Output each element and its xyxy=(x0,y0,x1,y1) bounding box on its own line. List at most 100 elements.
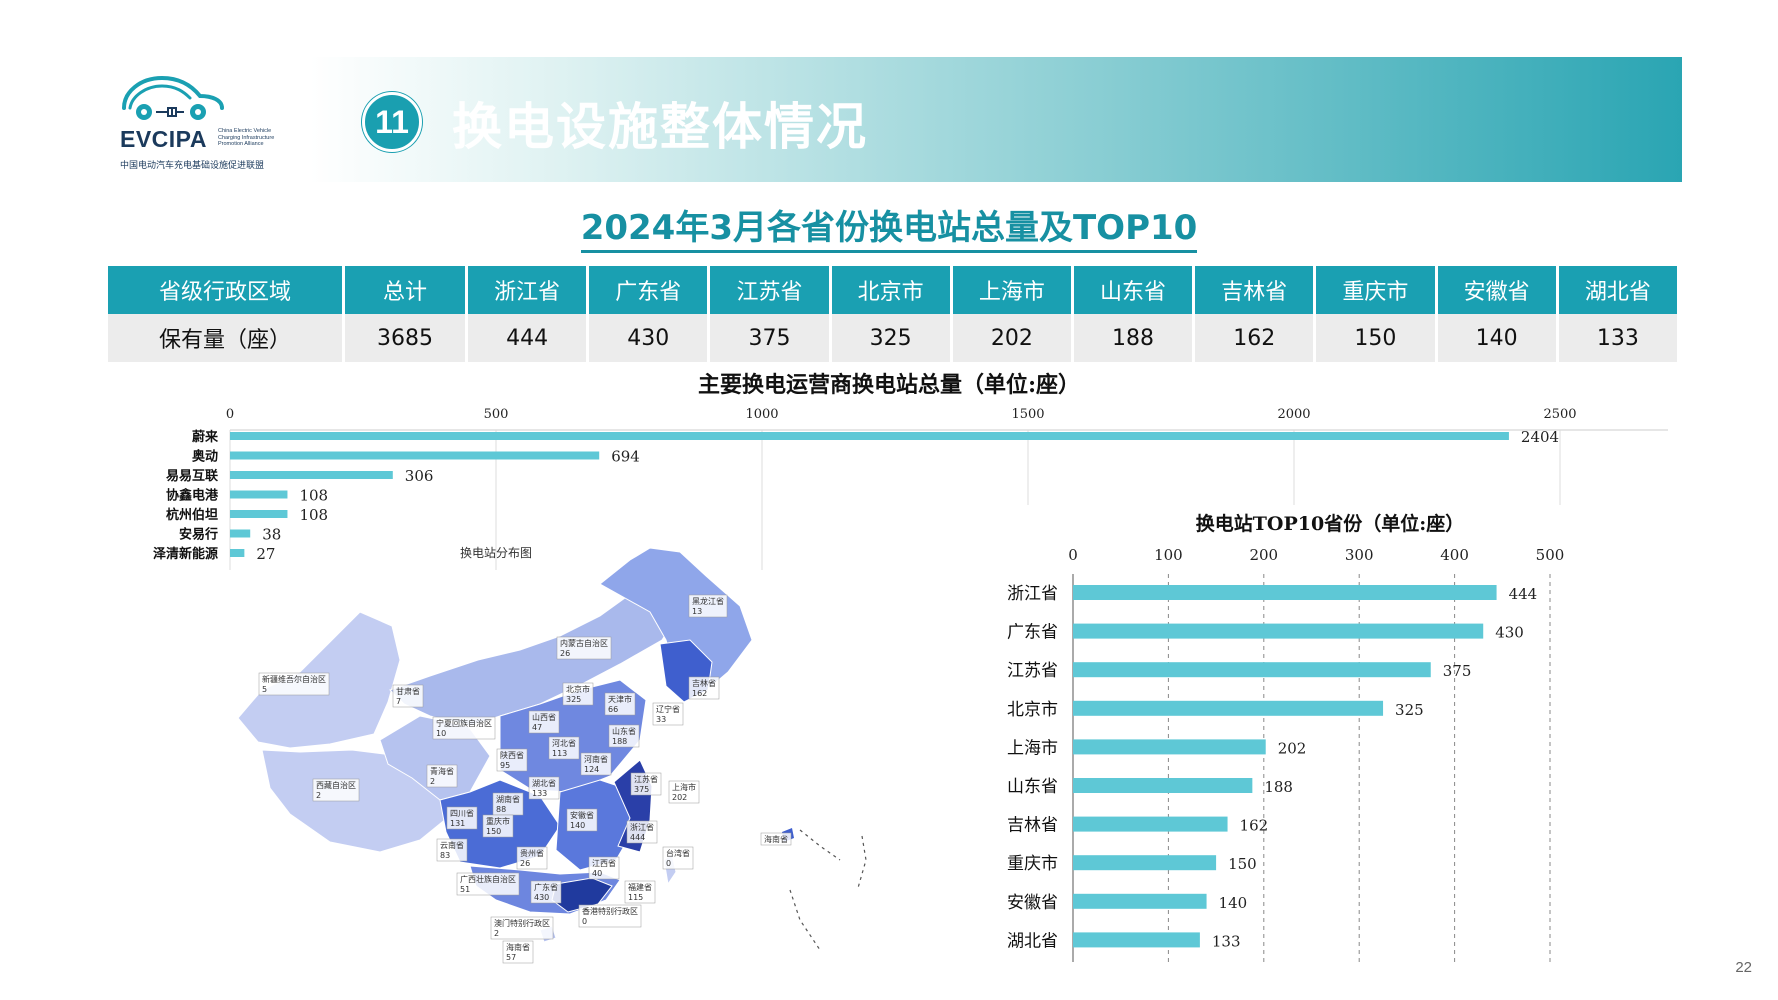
top10-bar xyxy=(1073,623,1484,639)
operator-value-label: 108 xyxy=(299,487,328,505)
map-label-value: 375 xyxy=(634,785,649,794)
map-label: 海南省 xyxy=(760,832,792,846)
map-label-value: 40 xyxy=(592,869,602,878)
map-label-box xyxy=(562,682,594,706)
value-cell: 3685 xyxy=(343,314,468,362)
page-subtitle: 2024年3月各省份换电站总量及TOP10 xyxy=(0,200,1778,253)
map-label-name: 青海省 xyxy=(430,766,454,776)
map-label-name: 宁夏回族自治区 xyxy=(436,718,492,728)
map-label-value: 131 xyxy=(450,819,465,828)
map-label-value: 430 xyxy=(534,893,549,902)
map-label-box xyxy=(580,752,612,776)
map-label-name: 内蒙古自治区 xyxy=(560,638,608,648)
map-label-box xyxy=(490,916,554,940)
top10-bar xyxy=(1073,932,1200,948)
map-label-value: 2 xyxy=(316,791,321,800)
map-label-box xyxy=(392,684,424,708)
map-label-value: 115 xyxy=(628,893,643,902)
top10-category-label: 吉林省 xyxy=(1007,816,1058,836)
map-label-value: 5 xyxy=(262,685,267,694)
map-label-box xyxy=(516,846,548,870)
header-cell: 江苏省 xyxy=(708,266,832,314)
map-label-value: 133 xyxy=(532,789,547,798)
top10-tick-label: 300 xyxy=(1345,546,1374,564)
map-label-name: 黑龙江省 xyxy=(692,596,724,606)
map-label-value: 150 xyxy=(486,827,501,836)
value-cell: 188 xyxy=(1072,314,1196,362)
top10-tick-label: 500 xyxy=(1536,546,1565,564)
section-banner: 11 换电设施整体情况 xyxy=(310,57,1682,182)
header-cell: 广东省 xyxy=(587,266,711,314)
header-cell: 湖北省 xyxy=(1557,266,1681,314)
map-title: 换电站分布图 xyxy=(460,546,532,560)
top10-value-label: 133 xyxy=(1212,932,1241,950)
section-title: 换电设施整体情况 xyxy=(452,98,868,156)
map-label-value: 47 xyxy=(532,723,542,732)
map-label-name: 四川省 xyxy=(450,808,474,818)
operator-category-label: 杭州伯坦 xyxy=(166,507,218,523)
map-label-box xyxy=(548,736,580,760)
top10-bar-chart: 换电站TOP10省份（单位:座） 0 100 200 300 400 500 浙江省 444… xyxy=(968,505,1618,975)
map-label-value: 140 xyxy=(570,821,585,830)
map-label-value: 202 xyxy=(672,793,687,802)
value-cell: 150 xyxy=(1314,314,1438,362)
map-label-box xyxy=(668,780,700,804)
summary-value-row: 保有量（座） 3685 444 430 375 325 202 188 162 … xyxy=(108,314,1681,362)
page-number: 22 xyxy=(1735,959,1752,976)
map-label-box xyxy=(496,748,528,772)
map-label-box xyxy=(482,814,514,838)
map-label-value: 95 xyxy=(500,761,510,770)
map-label-name: 澳门特别行政区 xyxy=(494,918,550,928)
map-label-name: 陕西省 xyxy=(500,750,524,760)
map-label-box xyxy=(624,880,656,904)
value-cell: 444 xyxy=(466,314,590,362)
map-label-box xyxy=(528,710,560,734)
map-label-name: 浙江省 xyxy=(630,822,654,832)
map-label-value: 188 xyxy=(612,737,627,746)
operator-value-label: 694 xyxy=(611,448,640,466)
map-label-name: 广西壮族自治区 xyxy=(460,874,516,884)
map-label-value: 88 xyxy=(496,805,506,814)
operator-tick-label: 1000 xyxy=(745,407,778,422)
map-label-box xyxy=(446,806,478,830)
map-label-box xyxy=(530,880,562,904)
operator-bar xyxy=(230,529,251,538)
value-cell: 430 xyxy=(587,314,711,362)
map-label-value: 57 xyxy=(506,953,516,962)
value-cell: 保有量（座） xyxy=(108,314,345,362)
operator-bar xyxy=(230,549,245,557)
operator-tick-label: 2500 xyxy=(1543,407,1576,422)
operator-value-label: 108 xyxy=(299,506,328,524)
map-label-name: 海南省 xyxy=(506,942,530,952)
map-label-name: 湖北省 xyxy=(532,778,556,788)
map-label-name: 福建省 xyxy=(628,882,652,892)
header-cell: 上海市 xyxy=(951,266,1074,314)
top10-value-label: 325 xyxy=(1395,701,1424,719)
map-label-box xyxy=(432,716,496,740)
top10-bars: 浙江省 444 广东省 430 江苏省 375 北京市 325 上海市 202 山东省 188 吉林省 1… xyxy=(1007,584,1537,951)
value-cell: 325 xyxy=(830,314,953,362)
section-number-badge: 11 xyxy=(362,92,422,152)
map-label-box xyxy=(688,676,720,700)
top10-tick-label: 100 xyxy=(1154,546,1183,564)
operator-bars: 蔚来 2404 奥动 694 易易互联 306 协鑫电港 108 杭州伯坦 108 安易行 38 泽清新… xyxy=(153,428,1559,563)
top10-category-label: 上海市 xyxy=(1007,738,1058,758)
